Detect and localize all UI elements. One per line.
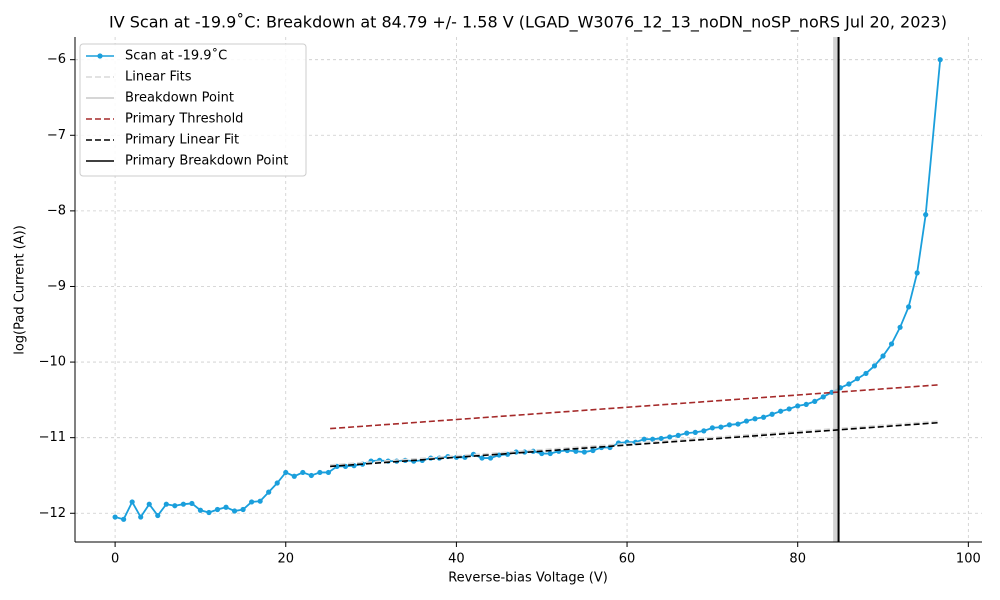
data-point <box>667 434 673 440</box>
data-point <box>317 469 323 476</box>
x-tick-label: 20 <box>277 552 294 567</box>
data-point <box>283 469 289 476</box>
data-point <box>880 353 886 359</box>
legend-box <box>79 43 307 177</box>
data-point <box>650 436 656 442</box>
data-point <box>760 414 767 420</box>
data-point <box>291 473 297 479</box>
data-point <box>803 401 809 408</box>
data-point <box>189 500 195 507</box>
data-point <box>547 450 553 457</box>
data-point <box>231 508 238 514</box>
data-point <box>539 450 545 457</box>
data-point <box>172 503 178 509</box>
data-point <box>129 499 135 505</box>
data-point <box>573 448 579 454</box>
data-point <box>308 472 314 479</box>
legend-label: Primary Linear Fit <box>125 133 239 148</box>
legend-label: Linear Fits <box>125 70 192 85</box>
data-point <box>778 408 784 414</box>
data-point <box>249 499 255 505</box>
data-point <box>138 514 144 520</box>
data-point <box>812 398 818 404</box>
y-tick-label: −8 <box>47 203 66 218</box>
legend-label: Primary Threshold <box>125 112 243 127</box>
data-point <box>743 418 750 424</box>
data-point <box>718 424 724 430</box>
data-point <box>701 428 707 434</box>
y-tick-label: −10 <box>39 355 66 370</box>
y-tick-label: −7 <box>47 128 66 143</box>
y-tick-label: −6 <box>47 52 66 67</box>
data-point <box>795 403 801 409</box>
data-point <box>923 212 929 218</box>
data-point <box>266 489 272 495</box>
data-point <box>590 447 596 454</box>
y-tick-label: −11 <box>39 430 66 445</box>
data-point <box>914 270 920 276</box>
data-point <box>274 480 280 486</box>
data-point <box>863 370 869 377</box>
legend-marker <box>97 53 103 59</box>
data-point <box>180 501 186 507</box>
x-axis-label: Reverse-bias Voltage (V) <box>448 571 608 586</box>
data-point <box>726 422 733 428</box>
x-tick-label: 80 <box>789 552 806 567</box>
legend-label: Primary Breakdown Point <box>125 154 288 169</box>
data-point <box>906 304 912 310</box>
series-line <box>330 383 941 430</box>
y-tick-label: −12 <box>39 506 66 521</box>
data-point <box>888 341 895 347</box>
y-axis-label: log(Pad Current (A)) <box>13 225 28 355</box>
data-point <box>223 504 229 510</box>
data-point <box>709 425 715 431</box>
data-point <box>163 501 169 507</box>
data-point <box>846 381 852 387</box>
data-point <box>581 449 587 455</box>
x-tick-label: 40 <box>448 552 465 567</box>
data-point <box>769 411 775 417</box>
x-tick-label: 100 <box>956 552 981 567</box>
data-point <box>641 436 647 442</box>
data-point <box>300 469 306 476</box>
legend: Scan at -19.9˚C Linear Fits Breakdown Poin… <box>79 43 307 177</box>
data-point <box>214 506 221 513</box>
data-point <box>752 416 758 422</box>
legend-label: Breakdown Point <box>125 91 234 106</box>
data-point <box>684 430 690 436</box>
data-point <box>257 498 263 504</box>
x-tick-label: 60 <box>619 552 636 567</box>
data-point <box>854 376 861 382</box>
data-point <box>206 509 212 516</box>
data-point <box>496 452 502 458</box>
data-point <box>146 501 152 507</box>
data-point <box>786 406 792 412</box>
data-point <box>692 429 698 435</box>
data-point <box>735 421 741 427</box>
data-point <box>487 455 494 461</box>
legend-label: Scan at -19.9˚C <box>125 48 227 64</box>
plot <box>112 37 943 542</box>
data-point <box>871 363 878 369</box>
data-point <box>325 469 332 476</box>
data-point <box>240 506 246 513</box>
data-point <box>675 432 681 439</box>
data-point <box>479 455 485 461</box>
data-point <box>820 394 826 400</box>
chart-title: IV Scan at -19.9˚C: Breakdown at 84.79 +… <box>109 13 947 33</box>
data-point <box>658 435 664 442</box>
y-tick-label: −9 <box>47 279 66 294</box>
data-point <box>155 512 161 519</box>
data-point <box>112 514 118 520</box>
data-point <box>197 507 204 513</box>
data-point <box>897 324 903 330</box>
data-point <box>937 57 943 63</box>
x-tick-label: 0 <box>111 552 119 567</box>
data-point <box>121 516 127 522</box>
